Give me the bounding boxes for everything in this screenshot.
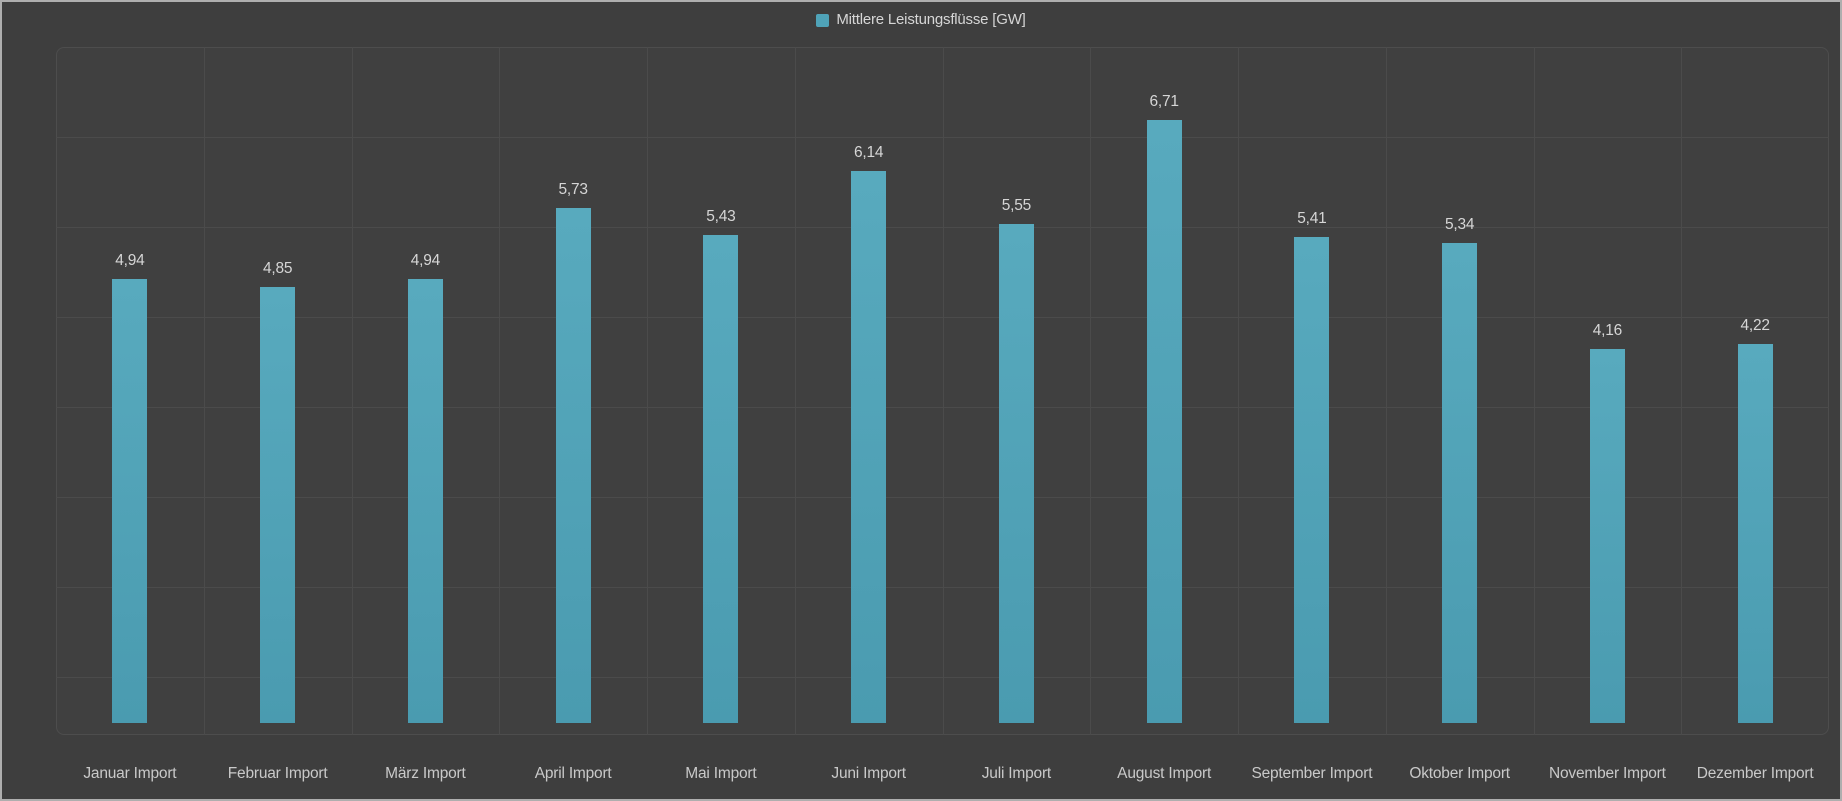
bar-value-label: 6,14 xyxy=(853,144,884,161)
x-axis-category-label: Februar Import xyxy=(227,765,328,782)
bar-juli-import[interactable] xyxy=(998,224,1034,723)
bar-value-label: 5,41 xyxy=(1297,209,1327,227)
bar-dezember-import[interactable] xyxy=(1737,343,1773,723)
bar-februar-import[interactable] xyxy=(260,286,296,723)
bar-august-import[interactable] xyxy=(1146,119,1182,723)
vertical-gridline xyxy=(794,47,796,735)
vertical-gridline xyxy=(203,47,205,735)
bar-value-label: 4,16 xyxy=(1592,322,1623,340)
x-axis-category-label: Mai Import xyxy=(685,765,757,782)
bar-value-label: 6,71 xyxy=(1149,92,1179,110)
bar-value-label: 5,43 xyxy=(706,207,736,225)
bar-value-label: 4,94 xyxy=(115,251,145,269)
vertical-gridline xyxy=(1385,47,1387,735)
x-axis-category-label: März Import xyxy=(385,765,466,782)
bar-value-label: 4,22 xyxy=(1740,316,1770,334)
bar-value-label: 5,55 xyxy=(1001,197,1032,215)
legend[interactable]: Mittlere Leistungsflüsse [GW] xyxy=(2,11,1840,29)
bar-marz-import[interactable] xyxy=(407,278,443,723)
x-axis-category-label: September Import xyxy=(1251,765,1373,782)
bar-september-import[interactable] xyxy=(1294,236,1330,723)
vertical-gridline xyxy=(1090,47,1092,735)
x-axis-category-label: April Import xyxy=(534,765,612,782)
vertical-gridline xyxy=(1238,47,1239,735)
bar-value-label: 5,34 xyxy=(1444,215,1475,233)
bar-value-label: 4,85 xyxy=(262,259,293,277)
vertical-gridline xyxy=(499,47,501,735)
vertical-gridline xyxy=(351,47,353,735)
bar-mai-import[interactable] xyxy=(703,234,739,723)
vertical-gridline xyxy=(1533,47,1535,735)
x-axis-category-label: Dezember Import xyxy=(1696,765,1814,782)
vertical-gridline xyxy=(647,47,648,735)
bar-november-import[interactable] xyxy=(1589,349,1625,723)
bar-value-label: 4,94 xyxy=(410,251,441,269)
vertical-gridline xyxy=(942,47,944,735)
x-axis-category-label: Juli Import xyxy=(981,765,1052,782)
x-axis-category-label: Januar Import xyxy=(83,765,177,782)
bar-april-import[interactable] xyxy=(555,207,591,723)
bar-value-label: 5,73 xyxy=(558,180,588,198)
bar-oktober-import[interactable] xyxy=(1442,242,1478,723)
bar-juni-import[interactable] xyxy=(851,171,887,723)
legend-label: Mittlere Leistungsflüsse [GW] xyxy=(836,11,1026,28)
x-axis-category-label: Oktober Import xyxy=(1409,765,1510,782)
bar-januar-import[interactable] xyxy=(112,278,148,723)
vertical-gridline xyxy=(1681,47,1683,735)
legend-marker-icon xyxy=(816,13,830,27)
x-axis-category-label: Juni Import xyxy=(831,765,906,782)
x-axis-category-label: November Import xyxy=(1549,765,1666,782)
x-axis-category-label: August Import xyxy=(1117,765,1212,782)
